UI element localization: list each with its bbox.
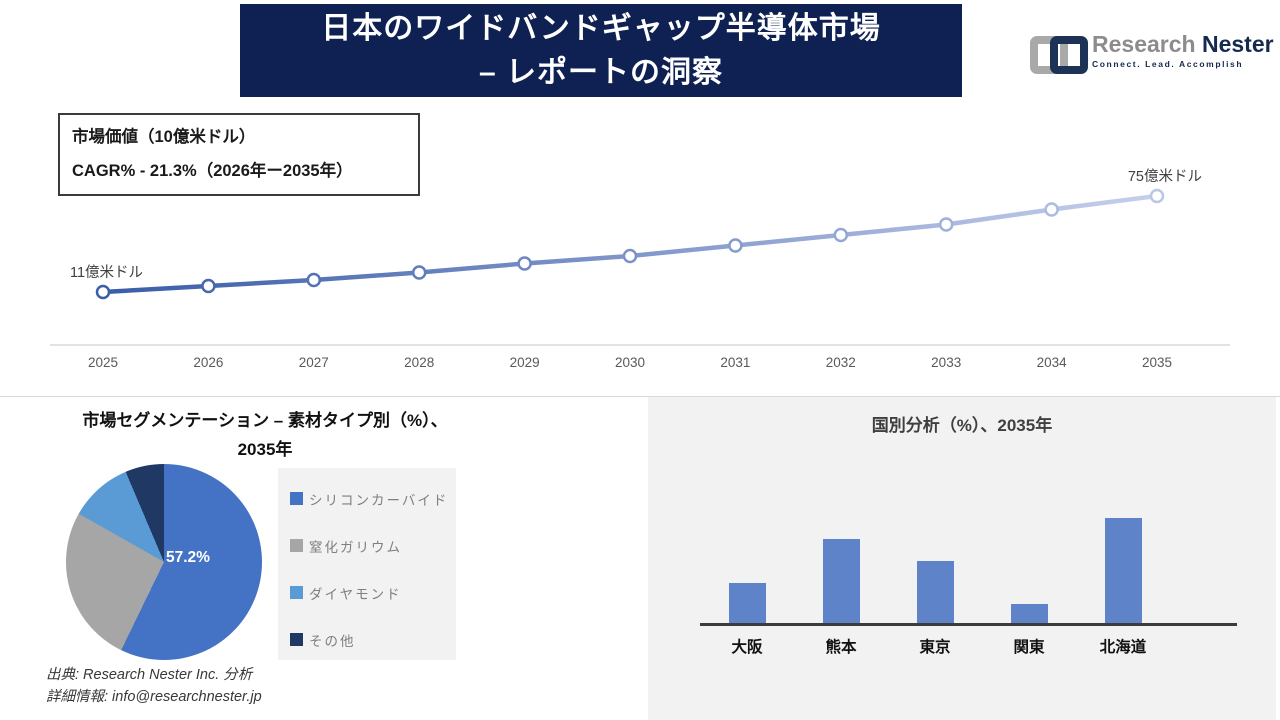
- segmentation-title: 市場セグメンテーション – 素材タイプ別（%）、 2035年: [40, 406, 490, 464]
- legend-label: その他: [309, 633, 356, 649]
- x-axis-tick-label: 2025: [88, 355, 118, 370]
- header-banner: 日本のワイドバンドギャップ半導体市場 – レポートの洞察: [240, 4, 962, 97]
- material-pie-chart: [66, 464, 262, 660]
- legend-item: ダイヤモンド: [290, 579, 456, 606]
- legend-swatch-icon: [290, 492, 303, 505]
- x-axis-tick-label: 2030: [615, 355, 645, 370]
- country-analysis-panel: 国別分析（%）、2035年 大阪 熊本 東京 関東 北海道: [648, 397, 1276, 720]
- data-point-marker: [1044, 202, 1059, 217]
- data-point-marker: [938, 217, 954, 232]
- bar-category-label: 東京: [919, 639, 951, 656]
- bar-category-label: 北海道: [1099, 639, 1147, 656]
- trend-line: [100, 193, 1160, 295]
- legend-item: 窒化ガリウム: [290, 532, 456, 559]
- start-value-label: 11億米ドル: [70, 264, 143, 281]
- end-value-label: 75億米ドル: [1128, 168, 1202, 185]
- x-axis-tick-label: 2031: [720, 355, 750, 370]
- legend-label: シリコンカーバイド: [309, 492, 449, 508]
- bar-column: [700, 583, 794, 623]
- logo-text: Research Nester Connect. Lead. Accomplis…: [1092, 32, 1274, 69]
- x-axis-tick-label: 2028: [404, 355, 434, 370]
- data-point-marker: [201, 278, 216, 294]
- bar-category-label: 熊本: [825, 639, 857, 656]
- bar-column: [794, 539, 888, 623]
- legend-swatch-icon: [290, 539, 303, 552]
- bar-column: [888, 561, 982, 623]
- data-point-marker: [517, 256, 532, 271]
- x-axis-tick-label: 2027: [299, 355, 329, 370]
- pie-legend: シリコンカーバイド 窒化ガリウム ダイヤモンド その他: [278, 468, 456, 660]
- data-point-marker: [306, 272, 322, 288]
- country-bar-chart: 大阪 熊本 東京 関東 北海道: [700, 473, 1237, 657]
- footer-source: 出典: Research Nester Inc. 分析 詳細情報: info@r…: [46, 664, 262, 708]
- x-axis-tick-label: 2034: [1037, 355, 1068, 370]
- bar-column: [1076, 518, 1170, 623]
- page-title-line1: 日本のワイドバンドギャップ半導体市場: [321, 11, 881, 45]
- brand-word-research: Research: [1092, 30, 1196, 57]
- bar-関東: [1010, 604, 1048, 623]
- brand-name: Research Nester: [1092, 32, 1274, 56]
- segmentation-title-line2: 2035年: [237, 440, 293, 459]
- market-value-cagr-box: 市場価値（10億米ドル） CAGR% - 21.3%（2026年ー2035年）: [58, 113, 420, 196]
- legend-swatch-icon: [290, 633, 303, 646]
- country-analysis-title: 国別分析（%）、2035年: [871, 416, 1053, 435]
- legend-item: その他: [290, 626, 456, 653]
- segmentation-title-line1: 市場セグメンテーション – 素材タイプ別（%）、: [82, 411, 448, 430]
- bar-category-label: 大阪: [731, 639, 763, 656]
- page-title-line2: – レポートの洞察: [478, 55, 724, 89]
- data-point-marker: [833, 227, 849, 243]
- bar-x-axis: [700, 623, 1237, 626]
- section-divider: [0, 396, 1280, 397]
- data-point-marker: [728, 238, 743, 253]
- x-axis-tick-label: 2032: [826, 355, 856, 370]
- x-axis-tick-label: 2035: [1142, 355, 1172, 370]
- bar-北海道: [1104, 518, 1142, 623]
- brand-word-nester: Nester: [1201, 30, 1274, 57]
- data-point-marker: [411, 265, 427, 280]
- contact-line: 詳細情報: info@researchnester.jp: [46, 689, 262, 705]
- bar-column: [982, 604, 1076, 623]
- chain-link-gray-icon: [1030, 36, 1068, 74]
- bar-東京: [916, 561, 954, 623]
- research-nester-logo: Research Nester Connect. Lead. Accomplis…: [1028, 22, 1274, 78]
- x-axis-tick-label: 2033: [931, 355, 961, 370]
- line-chart-svg: 2025 2026 2027 2028 2029 2030 2031 2032 2033 2034…: [50, 168, 1230, 370]
- chain-link-navy-icon: [1050, 36, 1088, 74]
- data-point-marker: [1149, 188, 1165, 204]
- cagr-label: CAGR% - 21.3%（2026年ー2035年）: [72, 162, 353, 180]
- chain-links-icon: [1028, 30, 1090, 74]
- bars-row: [700, 473, 1237, 623]
- bar-大阪: [728, 583, 766, 623]
- market-value-label: 市場価値（10億米ドル）: [72, 128, 256, 146]
- bar-labels-row: 大阪 熊本 東京 関東 北海道: [700, 635, 1237, 657]
- data-point-marker: [95, 284, 111, 300]
- legend-label: ダイヤモンド: [309, 586, 402, 602]
- data-point-marker: [622, 248, 638, 264]
- market-value-line-chart: 2025 2026 2027 2028 2029 2030 2031 2032 2033 2034…: [50, 160, 1230, 380]
- legend-label: 窒化ガリウム: [309, 539, 402, 555]
- x-axis-tick-label: 2029: [510, 355, 540, 370]
- source-line: 出典: Research Nester Inc. 分析: [46, 667, 253, 683]
- legend-item: シリコンカーバイド: [290, 485, 456, 512]
- bar-category-label: 関東: [1013, 639, 1045, 656]
- brand-tagline: Connect. Lead. Accomplish: [1092, 58, 1244, 69]
- legend-swatch-icon: [290, 586, 303, 599]
- bar-熊本: [822, 539, 860, 623]
- x-axis-tick-label: 2026: [193, 355, 223, 370]
- pie-slice-data-label: 57.2%: [166, 549, 210, 566]
